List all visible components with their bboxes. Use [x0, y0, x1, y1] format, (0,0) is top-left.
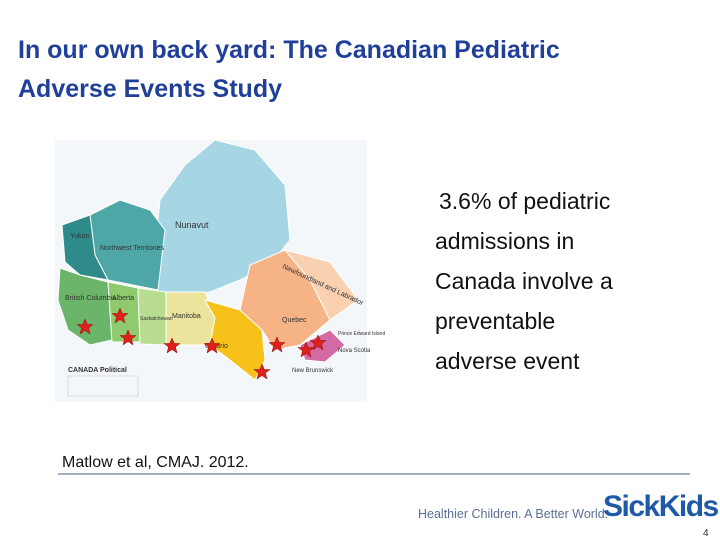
alberta: [107, 281, 141, 343]
body-line: 3.6% of pediatric: [439, 188, 610, 214]
map-label: Northwest Territories: [100, 245, 165, 252]
body-line: adverse event: [435, 348, 580, 374]
bc: [57, 267, 113, 346]
map-label: Prince Edward Island: [338, 331, 385, 337]
title-line: In our own back yard: The Canadian Pedia…: [18, 36, 560, 64]
map-label: British Columbia: [65, 295, 116, 302]
map-label: Yukon: [70, 233, 90, 240]
maritimes: [299, 329, 346, 363]
logo: SickKids: [603, 490, 719, 523]
page-number: 4: [703, 528, 709, 539]
body-line: Canada involve a: [435, 268, 613, 294]
map-label: Alberta: [112, 295, 134, 302]
body-line: preventable: [435, 308, 555, 334]
star: [163, 337, 181, 354]
star: [203, 337, 221, 354]
nunavut: [149, 139, 291, 301]
citation: Matlow et al, CMAJ. 2012.: [62, 454, 249, 471]
star: [119, 329, 137, 346]
map-label: New Brunswick: [292, 368, 334, 374]
star: [309, 334, 327, 351]
map-label: Manitoba: [172, 313, 201, 320]
title-line: Adverse Events Study: [18, 75, 282, 103]
hospital-stars: [76, 307, 327, 380]
newfoundland: [283, 249, 359, 321]
star: [297, 341, 315, 358]
star: [111, 307, 129, 324]
star: [76, 318, 94, 335]
star: [253, 363, 271, 380]
map-label: Nova Scotia: [338, 348, 371, 354]
body-line: admissions in: [435, 228, 574, 254]
star: [268, 336, 286, 353]
map-legend: [67, 375, 139, 397]
map-label: Nunavut: [175, 220, 209, 230]
yukon: [61, 214, 109, 281]
map-label: Saskatchewan: [140, 316, 173, 322]
body-text: 3.6% of pediatric admissions in Canada i…: [435, 188, 613, 374]
canada-map: Yukon Northwest Territories Nunavut Brit…: [55, 139, 385, 402]
map-title: CANADA Political: [68, 367, 127, 374]
map-label: Quebec: [282, 317, 307, 324]
tagline: Healthier Children. A Better World.: [418, 507, 608, 521]
